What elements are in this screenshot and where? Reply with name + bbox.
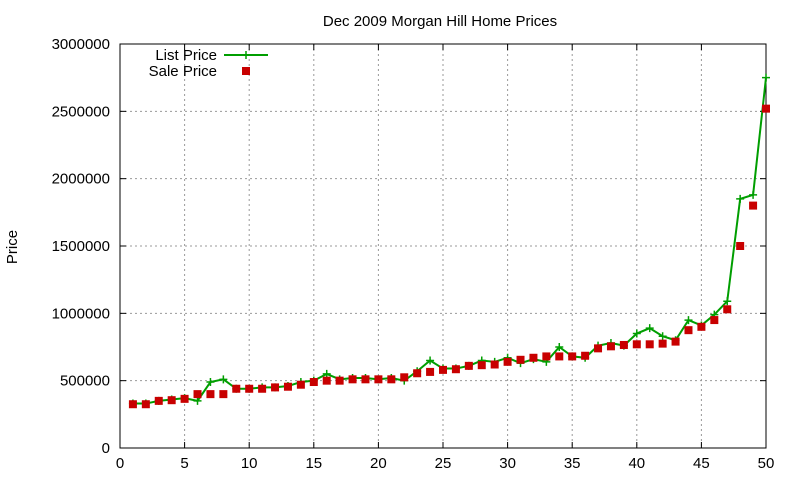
- y-tick-label: 1500000: [52, 238, 110, 255]
- sale-price-point: [516, 355, 525, 364]
- y-ticks: 0 500000 1000000 1500000 2000000 2500000 30000…: [52, 36, 766, 457]
- list-price-point: [645, 324, 654, 333]
- sale-price-point: [671, 337, 680, 346]
- series-list-price: [128, 73, 770, 408]
- sale-price-point: [258, 384, 267, 393]
- sale-price-point: [206, 390, 215, 399]
- list-price-point: [219, 375, 228, 384]
- sale-price-point: [271, 383, 280, 392]
- sale-price-point: [374, 375, 383, 384]
- sale-price-point: [568, 352, 577, 361]
- grid-lines: [120, 44, 766, 448]
- sale-price-point: [413, 369, 422, 378]
- sale-price-point: [749, 201, 758, 210]
- sale-price-point: [581, 351, 590, 360]
- list-price-point: [749, 190, 758, 199]
- sale-price-point: [154, 396, 163, 405]
- y-tick-label: 2000000: [52, 171, 110, 188]
- sale-price-point: [736, 242, 745, 250]
- sale-price-point: [387, 375, 396, 384]
- list-price-line: [132, 77, 767, 405]
- sale-price-point: [606, 342, 615, 351]
- y-tick-label: 500000: [60, 373, 110, 390]
- sale-price-point: [464, 361, 473, 370]
- legend-label-list-price: List Price: [155, 47, 217, 64]
- legend: List Price Sale Price: [149, 47, 268, 80]
- y-tick-label: 2500000: [52, 103, 110, 120]
- sale-price-point: [309, 378, 318, 387]
- x-tick-label: 35: [564, 455, 581, 472]
- sale-price-point: [555, 352, 564, 361]
- sale-price-point: [619, 340, 628, 349]
- sale-price-point: [193, 390, 202, 399]
- sale-price-point: [128, 400, 137, 409]
- list-price-point: [193, 396, 202, 405]
- sale-price-point: [141, 400, 150, 409]
- x-tick-label: 50: [758, 455, 775, 472]
- x-tick-label: 25: [435, 455, 452, 472]
- sale-price-point: [296, 380, 305, 389]
- sale-price-point: [542, 352, 551, 361]
- sale-price-point: [477, 361, 486, 370]
- x-tick-label: 20: [370, 455, 387, 472]
- x-tick-label: 0: [116, 455, 124, 472]
- sale-price-point: [529, 353, 538, 362]
- x-tick-label: 40: [628, 455, 645, 472]
- sale-price-point: [439, 365, 447, 374]
- chart-title: Dec 2009 Morgan Hill Home Prices: [323, 13, 557, 30]
- legend-key-sale-price: [242, 67, 250, 75]
- sale-price-point: [245, 384, 254, 393]
- sale-price-point: [490, 360, 499, 369]
- sale-price-point: [348, 375, 357, 384]
- series-sale-price: [128, 104, 770, 409]
- x-tick-label: 30: [499, 455, 516, 472]
- list-price-point: [555, 343, 564, 351]
- sale-price-point: [632, 340, 641, 349]
- y-tick-label: 1000000: [52, 305, 110, 322]
- x-tick-label: 45: [693, 455, 710, 472]
- list-price-point: [206, 378, 215, 387]
- sale-price-point: [594, 344, 603, 353]
- list-price-point: [684, 316, 693, 325]
- y-tick-label: 0: [102, 440, 110, 457]
- sale-price-point: [503, 357, 512, 366]
- sale-price-point: [697, 322, 706, 331]
- sale-price-point: [219, 390, 228, 399]
- sale-price-point: [723, 305, 732, 314]
- sale-price-point: [710, 316, 719, 325]
- list-price-point: [426, 356, 435, 365]
- sale-price-point: [283, 382, 292, 391]
- x-ticks: 0 5 10 15 20 25 30 35 40 45 50: [116, 44, 775, 472]
- y-tick-label: 3000000: [52, 36, 110, 53]
- sale-price-point: [335, 376, 344, 385]
- sale-price-point: [426, 367, 435, 376]
- sale-price-point: [361, 375, 370, 384]
- sale-price-point: [167, 396, 176, 405]
- list-price-point: [736, 194, 745, 203]
- list-price-point: [632, 329, 641, 338]
- list-price-point: [762, 73, 770, 82]
- y-axis-label: Price: [4, 230, 21, 264]
- legend-marker-list-price: [242, 51, 250, 59]
- sale-price-point: [762, 104, 770, 113]
- sale-price-point: [322, 376, 331, 385]
- x-tick-label: 10: [241, 455, 258, 472]
- sale-price-point: [180, 394, 189, 403]
- list-price-point: [322, 369, 331, 378]
- x-tick-label: 5: [180, 455, 188, 472]
- sale-price-point: [645, 340, 654, 349]
- list-price-point: [658, 332, 667, 341]
- list-price-point: [723, 297, 732, 306]
- sale-price-point: [451, 365, 460, 374]
- x-tick-label: 15: [305, 455, 322, 472]
- legend-label-sale-price: Sale Price: [149, 63, 217, 80]
- sale-price-point: [400, 373, 409, 382]
- sale-price-point: [684, 326, 693, 335]
- sale-price-point: [232, 384, 241, 393]
- sale-price-point: [658, 339, 667, 348]
